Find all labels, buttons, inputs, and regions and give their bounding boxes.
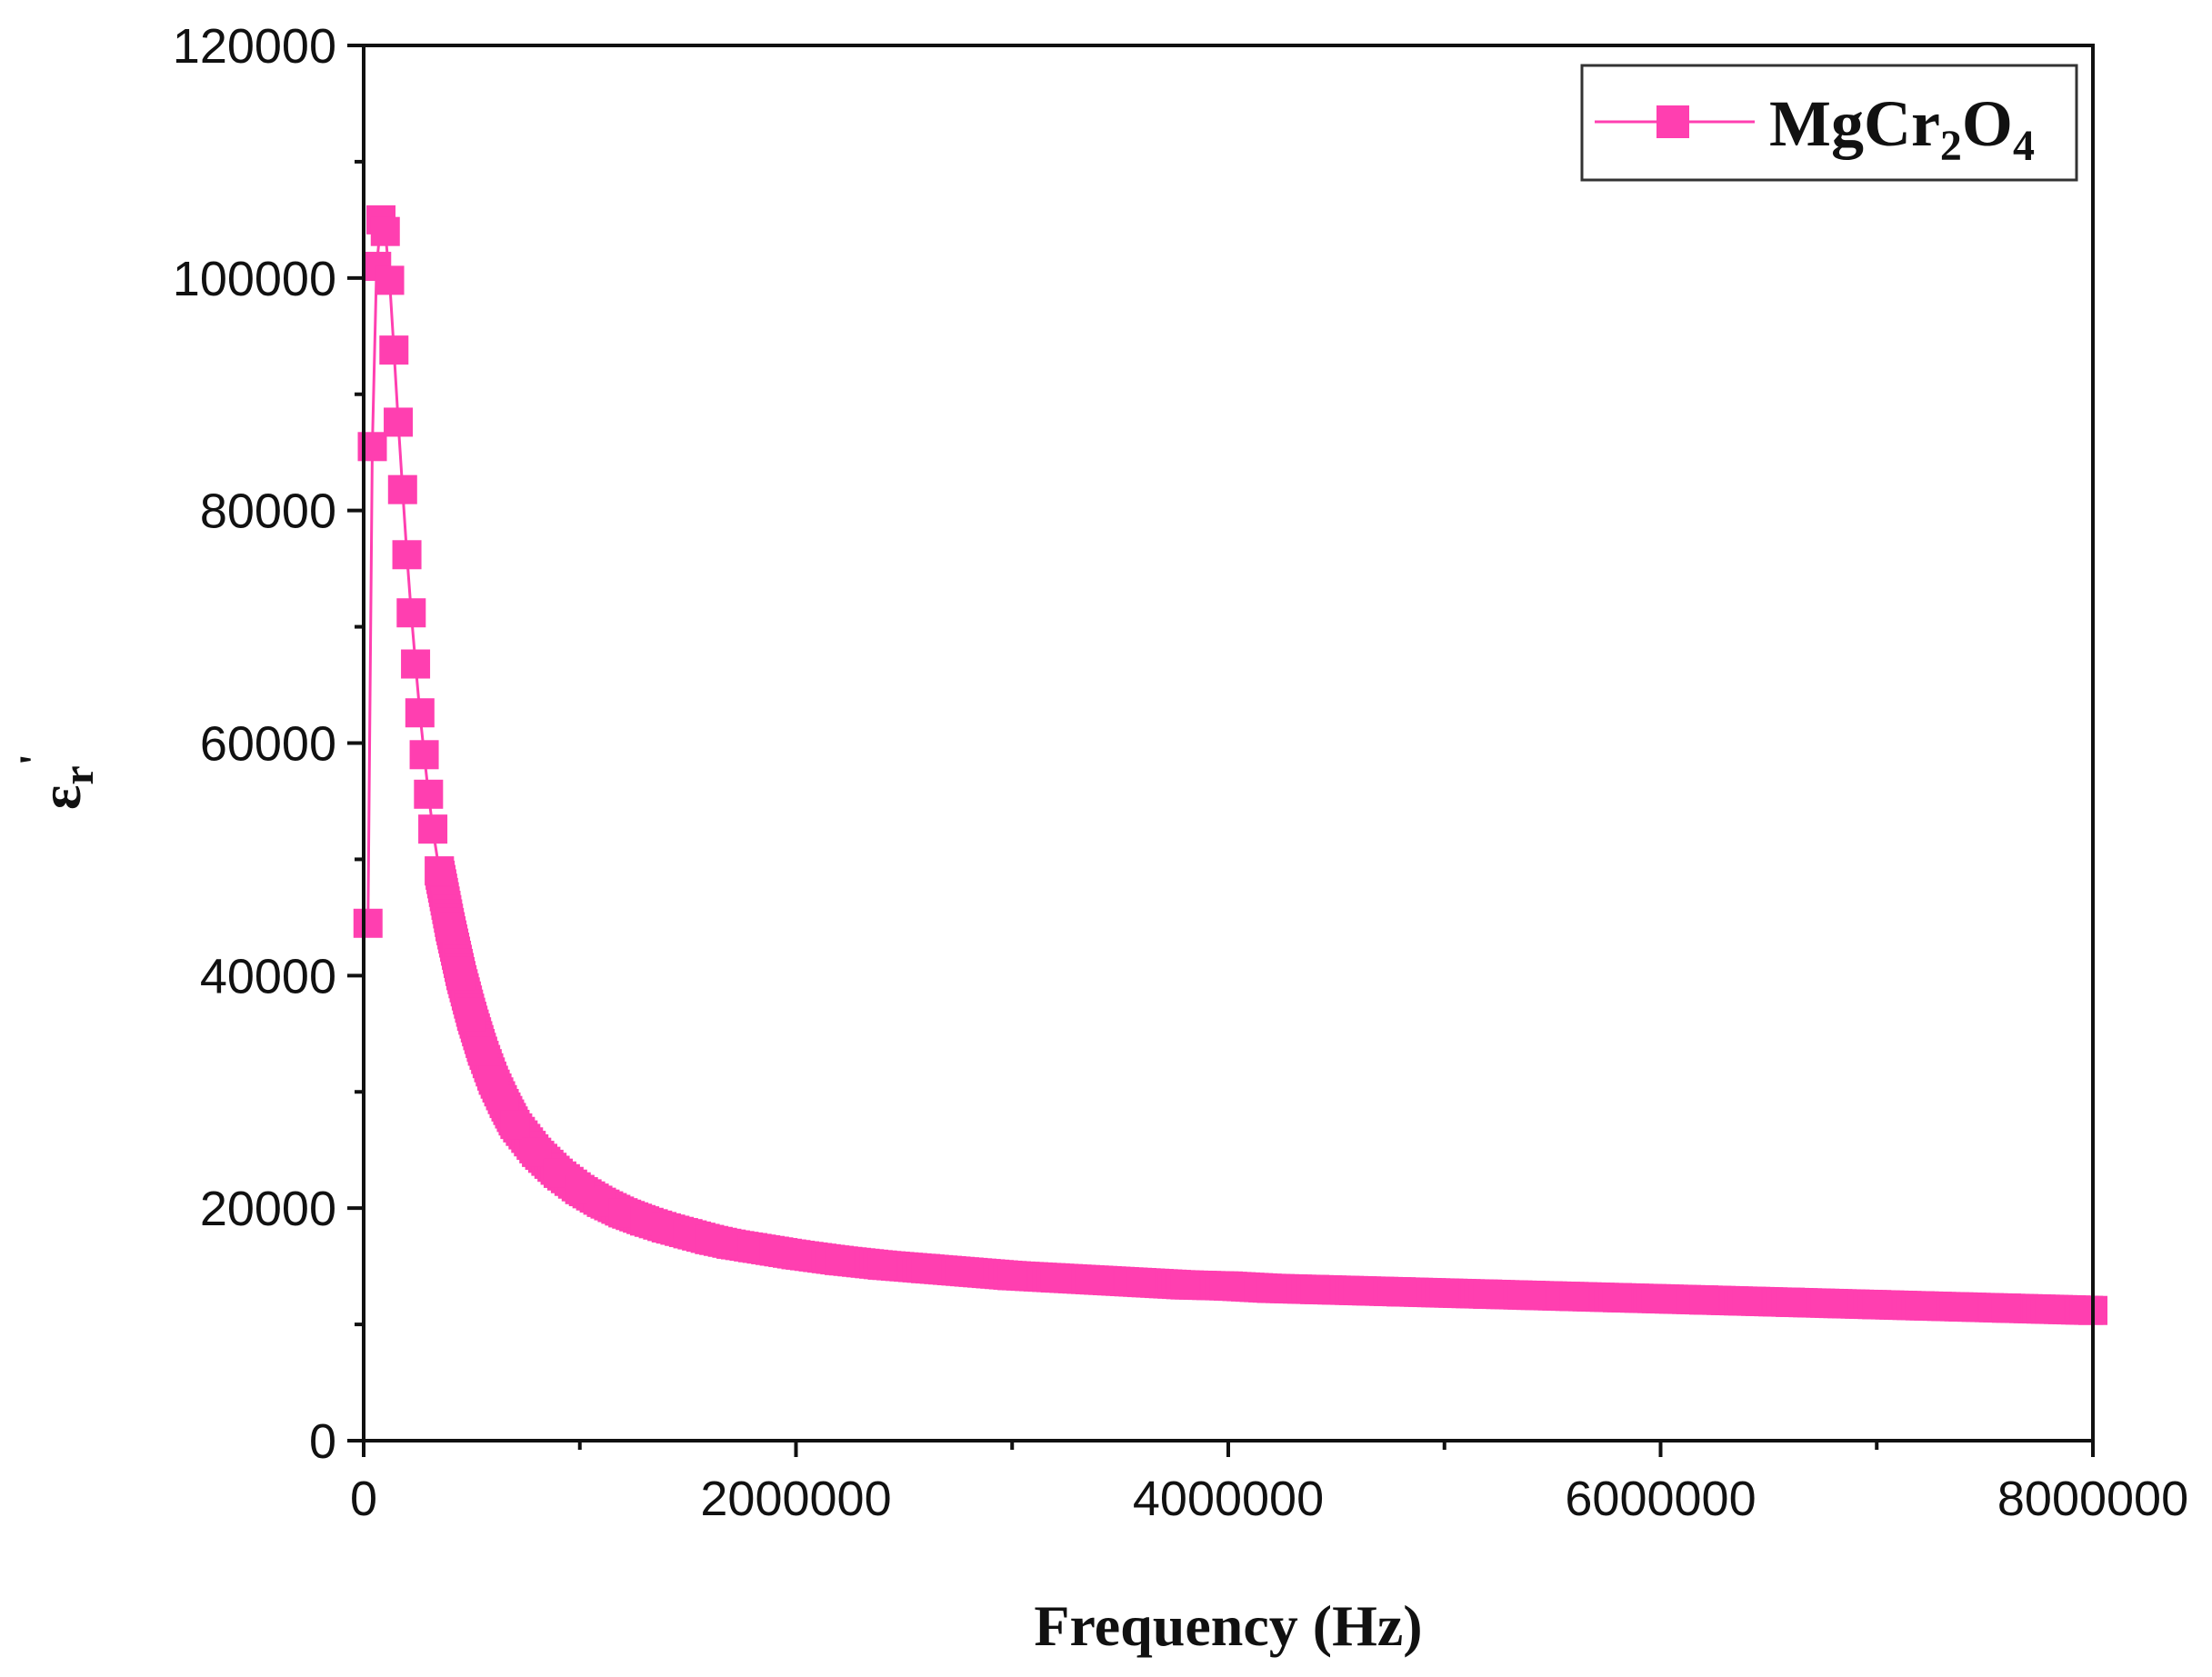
- series-line: [366, 219, 2094, 1313]
- y-tick-label: 20000: [200, 1182, 336, 1236]
- data-point: [1473, 1279, 1503, 1309]
- x-axis-title: Frequency (Hz): [1034, 1593, 1422, 1658]
- data-point: [1516, 1281, 1546, 1311]
- data-point: [387, 474, 417, 504]
- data-point: [825, 1245, 855, 1275]
- x-tick-label: 2000000: [700, 1472, 891, 1526]
- data-point: [1905, 1291, 1935, 1321]
- data-point: [867, 1250, 897, 1280]
- data-point: [1559, 1282, 1589, 1312]
- data-point: [405, 698, 435, 728]
- y-tick-label: 120000: [173, 19, 336, 74]
- data-point: [1732, 1286, 1762, 1316]
- legend-marker: [1656, 105, 1689, 138]
- data-point: [435, 912, 465, 942]
- legend-label: MgCr2O4: [1769, 87, 2035, 170]
- y-tick-label: 60000: [200, 717, 336, 772]
- y-tick-label: 40000: [200, 949, 336, 1003]
- y-axis-title: εr': [11, 754, 103, 810]
- legend-label-sub: 4: [2013, 122, 2035, 170]
- y-tick-label: 0: [309, 1414, 336, 1469]
- data-point: [379, 335, 409, 365]
- data-point: [997, 1261, 1027, 1291]
- legend-label-sub: 2: [1940, 122, 1962, 170]
- legend-label-part: O: [1962, 87, 2013, 160]
- data-point: [1602, 1283, 1632, 1313]
- data-point: [401, 649, 431, 679]
- plot-area: [353, 205, 2107, 1325]
- data-point: [1256, 1273, 1286, 1303]
- data-point: [1776, 1287, 1806, 1317]
- axes: 0 2000000 4000000 6000000 8000000 0 20000 40000…: [11, 19, 2188, 1658]
- data-point: [1170, 1270, 1200, 1300]
- data-point: [1343, 1275, 1373, 1305]
- data-point: [911, 1253, 941, 1283]
- data-point: [418, 814, 448, 844]
- x-tick-label: 6000000: [1565, 1472, 1756, 1526]
- data-point: [2035, 1294, 2065, 1324]
- data-point: [500, 1110, 530, 1140]
- data-point: [1818, 1289, 1848, 1319]
- data-point: [1646, 1283, 1676, 1313]
- data-point: [467, 1036, 497, 1066]
- data-point: [1862, 1290, 1892, 1320]
- y-axis-prime: ': [11, 754, 59, 765]
- data-point: [414, 779, 444, 809]
- data-point: [1689, 1285, 1719, 1315]
- data-point: [1300, 1274, 1330, 1304]
- data-point: [384, 407, 414, 437]
- legend: MgCr2O4: [1580, 64, 2078, 182]
- data-point: [1084, 1265, 1114, 1295]
- data-point: [954, 1257, 984, 1287]
- data-point: [392, 540, 422, 570]
- data-point: [1214, 1271, 1243, 1301]
- data-point: [1948, 1292, 1978, 1322]
- data-point: [1040, 1263, 1070, 1293]
- x-tick-label: 4000000: [1133, 1472, 1324, 1526]
- x-tick-label: 8000000: [1997, 1472, 2188, 1526]
- data-point: [1126, 1268, 1156, 1298]
- data-point: [1429, 1278, 1459, 1308]
- data-point: [1991, 1293, 2021, 1323]
- y-axis-subscript: r: [55, 765, 103, 784]
- data-point: [409, 740, 439, 770]
- data-point: [781, 1240, 811, 1270]
- data-point: [396, 598, 426, 628]
- data-point: [353, 908, 383, 938]
- x-tick-label: 0: [350, 1472, 377, 1526]
- data-point: [425, 856, 455, 886]
- data-point: [370, 216, 400, 246]
- data-point: [1386, 1277, 1416, 1307]
- y-tick-label: 100000: [173, 252, 336, 306]
- data-point: [456, 1002, 486, 1032]
- data-point: [445, 961, 475, 991]
- y-tick-label: 80000: [200, 484, 336, 539]
- y-axis-symbol: ε: [28, 785, 93, 810]
- legend-label-part: MgCr: [1769, 87, 1940, 160]
- data-point: [375, 265, 405, 295]
